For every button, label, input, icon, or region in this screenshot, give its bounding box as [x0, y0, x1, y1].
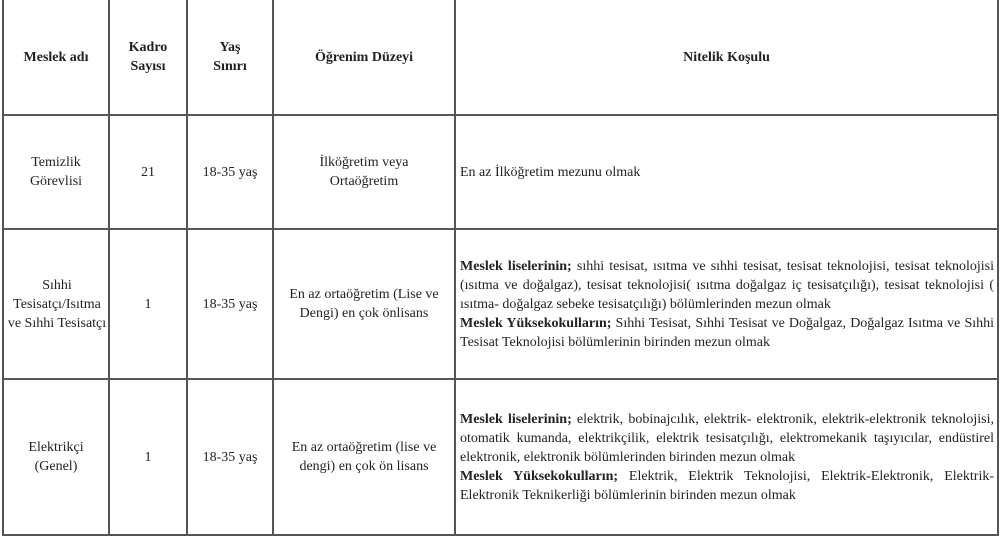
table-row: Elektrikçi (Genel) 1 18-35 yaş En az ort… [2, 378, 999, 536]
lise-label: Meslek liselerinin; [460, 258, 572, 274]
cell-ogrenim: İlköğretim veya Ortaöğretim [272, 114, 456, 230]
lise-text: sıhhi tesisat, ısıtma ve sıhhi tesisat, … [460, 258, 994, 312]
cell-nitelik: En az İlköğretim mezunu olmak [454, 114, 999, 230]
cell-nitelik: Meslek liselerinin; elektrik, bobinajcıl… [454, 378, 999, 536]
header-row: Meslek adı Kadro Sayısı Yaş Sınırı Öğren… [2, 0, 999, 116]
cell-kadro: 21 [108, 114, 188, 230]
header-kadro: Kadro Sayısı [108, 0, 188, 116]
table-row: Temizlik Görevlisi 21 18-35 yaş İlköğret… [2, 114, 999, 230]
yuksekokul-label: Meslek Yüksekokulların; [460, 315, 612, 331]
lise-text: elektrik, bobinajcılık, elektrik- elektr… [460, 411, 994, 465]
cell-yas: 18-35 yaş [186, 114, 274, 230]
cell-meslek: Sıhhi Tesisatçı/Isıtma ve Sıhhi Tesisatç… [2, 228, 110, 380]
header-nitelik: Nitelik Koşulu [454, 0, 999, 116]
header-meslek: Meslek adı [2, 0, 110, 116]
cell-ogrenim: En az ortaöğretim (lise ve dengi) en çok… [272, 378, 456, 536]
cell-meslek: Elektrikçi (Genel) [2, 378, 110, 536]
cell-nitelik: Meslek liselerinin; sıhhi tesisat, ısıtm… [454, 228, 999, 380]
cell-yas: 18-35 yaş [186, 228, 274, 380]
lise-label: Meslek liselerinin; [460, 411, 572, 427]
cell-ogrenim: En az ortaöğretim (Lise ve Dengi) en çok… [272, 228, 456, 380]
cell-kadro: 1 [108, 228, 188, 380]
table-row: Sıhhi Tesisatçı/Isıtma ve Sıhhi Tesisatç… [2, 228, 999, 380]
cell-yas: 18-35 yaş [186, 378, 274, 536]
yuksekokul-label: Meslek Yüksekokulların; [460, 468, 619, 484]
cell-meslek: Temizlik Görevlisi [2, 114, 110, 230]
header-ogrenim: Öğrenim Düzeyi [272, 0, 456, 116]
header-yas: Yaş Sınırı [186, 0, 274, 116]
cell-kadro: 1 [108, 378, 188, 536]
yuksekokul-text: Elektrik, Elektrik Teknolojisi, Elektrik… [460, 468, 994, 503]
yuksekokul-text: Sıhhi Tesisat, Sıhhi Tesisat ve Doğalgaz… [460, 315, 995, 350]
